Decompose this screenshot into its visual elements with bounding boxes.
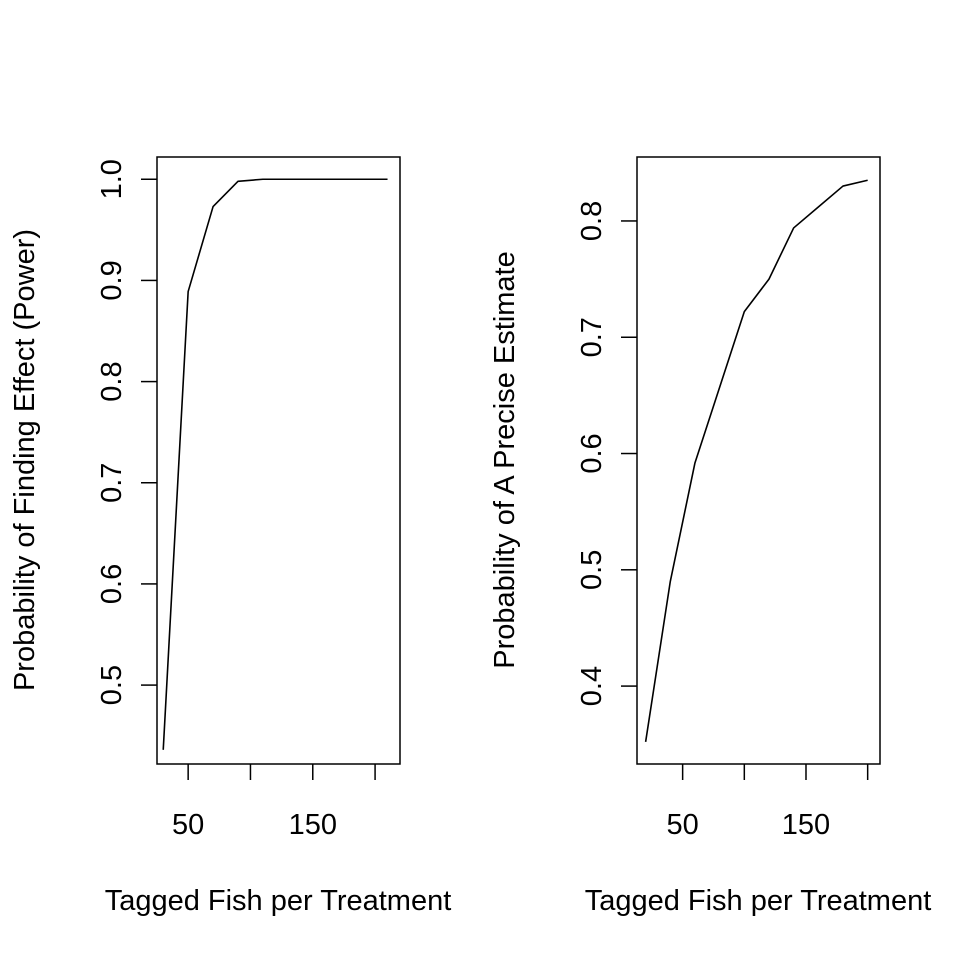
series-layer [644,179,868,743]
y-tick-label: 0.5 [576,550,608,590]
plot-frame [636,156,881,765]
y-tick-label: 0.5 [96,665,128,705]
y-tick-label: 0.9 [96,260,128,300]
y-tick-label: 0.7 [96,463,128,503]
y-axis-label: Probability of Finding Effect (Power) [9,229,41,691]
y-tick-label: 0.8 [576,201,608,241]
y-axis-label: Probability of A Precise Estimate [489,251,521,668]
y-axis: 0.5 0.6 0.7 0.8 0.9 1.0 [96,159,157,705]
y-tick-label: 1.0 [96,159,128,199]
y-tick-label: 0.4 [576,666,608,706]
y-tick-label: 0.7 [576,317,608,357]
y-axis: 0.4 0.5 0.6 0.7 0.8 [576,201,637,706]
x-tick-label: 150 [782,809,830,841]
x-axis-label: Tagged Fish per Treatment [585,885,932,917]
x-axis: 50 150 [172,764,376,841]
series-layer [162,178,388,750]
plot-frame [156,156,401,765]
x-tick-label: 50 [172,809,204,841]
y-tick-label: 0.6 [576,433,608,473]
y-tick-label: 0.8 [96,361,128,401]
series-line [644,179,868,743]
y-tick-label: 0.6 [96,564,128,604]
x-tick-label: 50 [667,809,699,841]
left-plot: 50 150 0.5 0.6 0.7 0.8 0.9 1.0 Tagged Fish per… [9,156,452,917]
x-tick-label: 150 [289,809,337,841]
x-axis: 50 150 [667,764,869,841]
series-line [162,178,388,750]
x-axis-label: Tagged Fish per Treatment [105,885,452,917]
right-plot: 50 150 0.4 0.5 0.6 0.7 0.8 Tagged Fish per Tr… [489,156,932,917]
